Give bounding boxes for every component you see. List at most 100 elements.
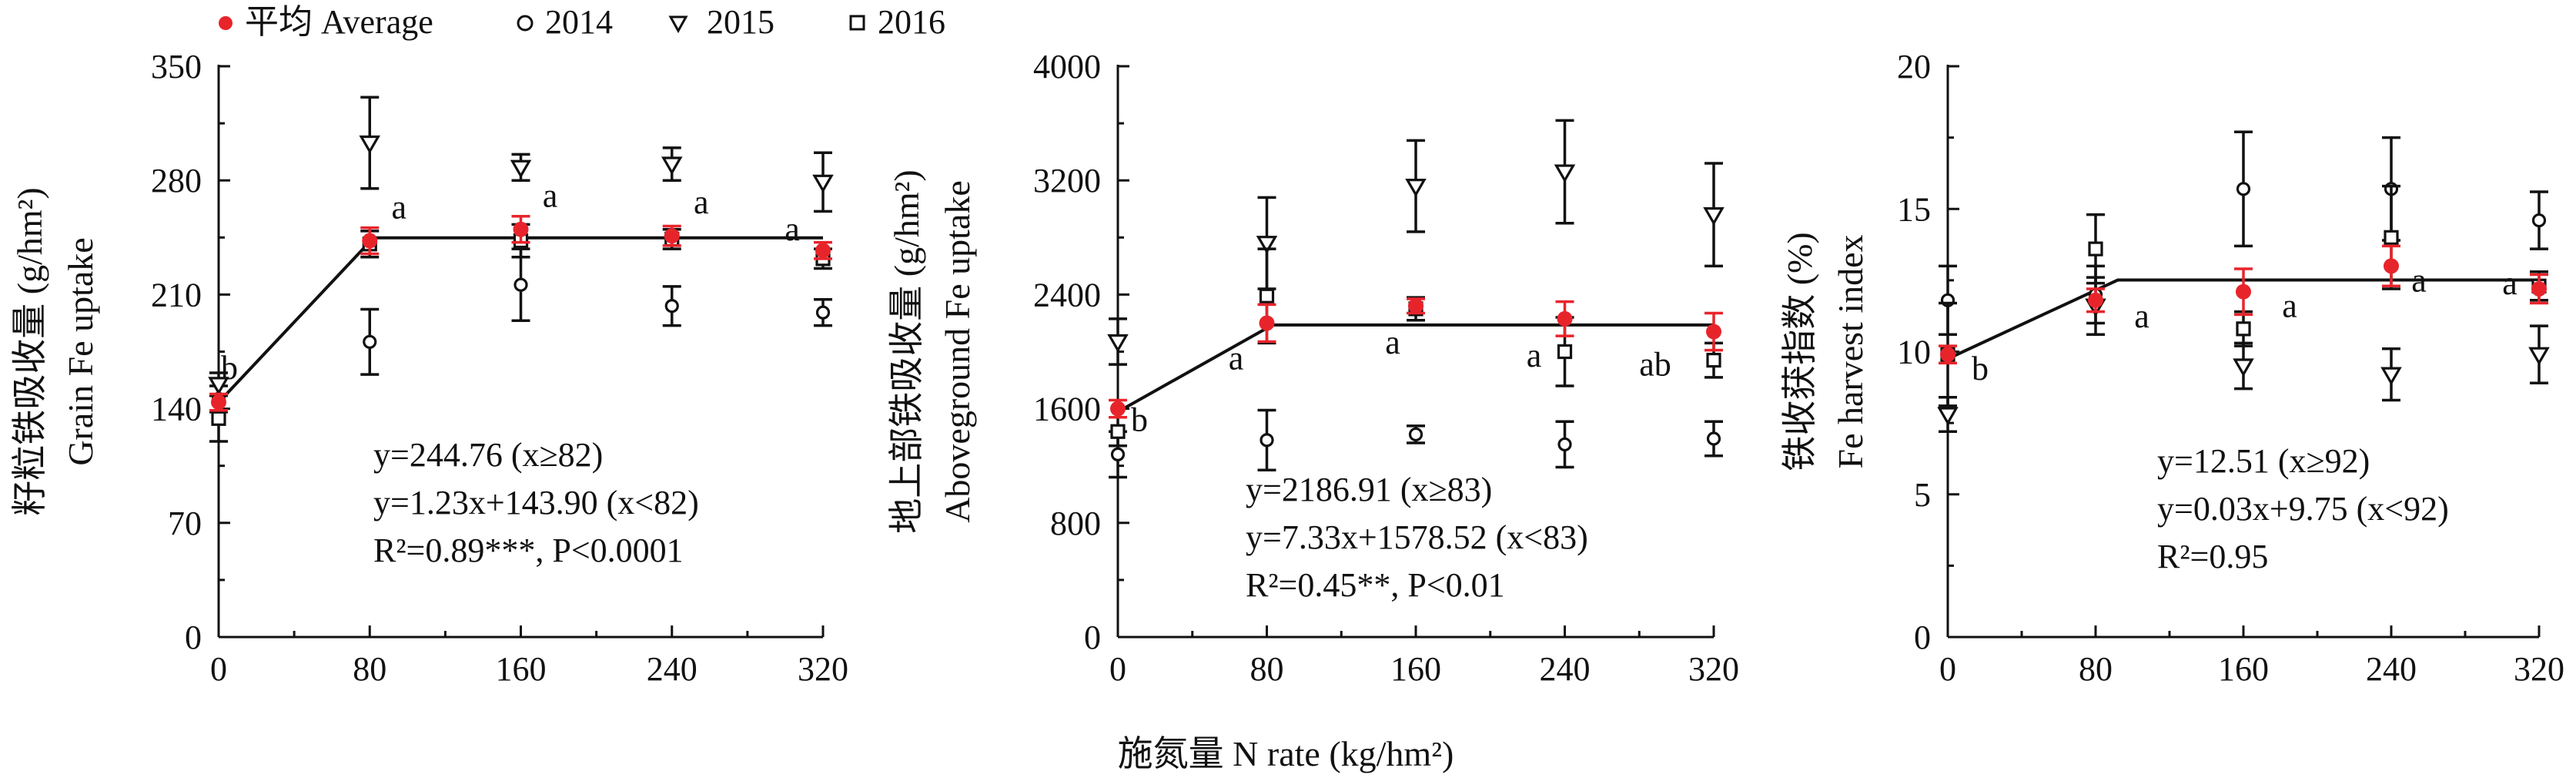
chart-panel-aboveground: 0 800 1600 2400 3200 4000 0 80 160 240 320 b a a a ab y=… [887, 48, 1739, 688]
significance-letter: a [785, 210, 800, 248]
data-point-average [1110, 401, 1126, 417]
data-point-2015 [2380, 367, 2402, 386]
x-tick-label: 320 [798, 650, 848, 688]
series-2014 [1109, 408, 1723, 479]
data-point-average [1557, 310, 1573, 327]
significance-letter: a [1527, 337, 1542, 374]
data-point-2014 [1706, 431, 1721, 446]
data-point-2015 [1937, 407, 1959, 426]
data-point-2014 [1260, 433, 1274, 448]
x-tick-label: 80 [1250, 650, 1284, 688]
data-point-2014 [815, 305, 831, 320]
data-point-average [815, 243, 831, 259]
fit-equation: R²=0.89***, P<0.0001 [373, 532, 684, 569]
series-2016 [1109, 247, 1723, 448]
series-average [1109, 297, 1723, 419]
fit-equation: y=1.23x+143.90 (x<82) [373, 484, 699, 521]
y-tick-label: 140 [151, 391, 202, 428]
data-point-average [2531, 280, 2547, 297]
significance-letter: a [543, 177, 558, 215]
significance-letter: a [694, 183, 709, 221]
data-point-average [1706, 324, 1721, 340]
data-point-2014 [514, 277, 528, 292]
x-tick-label: 0 [1939, 650, 1956, 688]
data-point-2014 [1110, 447, 1126, 461]
fit-equation: y=12.51 (x≥92) [2157, 442, 2370, 480]
fit-equation: y=244.76 (x≥82) [373, 436, 603, 474]
series-2014 [209, 247, 832, 414]
y-tick-label: 210 [151, 276, 202, 314]
x-tick-label: 160 [1390, 650, 1441, 688]
significance-letter: a [1385, 324, 1400, 361]
data-point-average [1259, 315, 1275, 331]
y-axis-label-cn: 籽粒铁吸收量 (g/hm²) [10, 187, 49, 516]
x-tick-label: 240 [2366, 650, 2417, 688]
x-tick-label: 0 [210, 650, 227, 688]
data-point-2014 [2236, 182, 2251, 196]
legend-marker-2014 [517, 15, 534, 32]
data-point-average [513, 221, 529, 237]
data-point-2015 [2528, 347, 2550, 366]
significance-letter: a [391, 189, 406, 226]
legend-marker-2016 [849, 15, 865, 31]
data-point-2015 [359, 135, 381, 154]
y-tick-label: 15 [1897, 190, 1931, 228]
fit-equation: y=0.03x+9.75 (x<92) [2157, 490, 2449, 528]
fit-equation: y=2186.91 (x≥83) [1246, 471, 1492, 508]
data-point-2014 [664, 299, 679, 314]
legend-label-average: 平均 Average [245, 3, 433, 41]
data-point-2015 [510, 159, 532, 179]
fit-equation: R²=0.45**, P<0.01 [1246, 566, 1505, 604]
x-tick-label: 320 [1688, 650, 1739, 688]
data-point-average [2384, 258, 2399, 274]
data-point-2016 [1110, 424, 1126, 439]
y-tick-label: 10 [1897, 334, 1931, 371]
fit-equation: R²=0.95 [2157, 538, 2268, 575]
x-tick-label: 160 [2218, 650, 2269, 688]
fit-line [1117, 323, 1714, 414]
legend-label-2016: 2016 [878, 3, 945, 41]
data-point-average [2088, 292, 2103, 308]
significance-letter: a [2282, 287, 2297, 325]
y-tick-label: 0 [1084, 619, 1101, 656]
y-axis-label-cn: 地上部铁吸收量 (g/hm²) [887, 169, 926, 534]
data-point-2015 [208, 377, 229, 396]
y-tick-label: 70 [168, 505, 202, 542]
data-point-2014 [363, 334, 377, 349]
y-axis-label-en: Aboveground Fe uptake [938, 180, 977, 523]
data-point-2016 [1706, 353, 1721, 368]
data-point-2015 [1107, 334, 1129, 353]
y-tick-label: 0 [185, 619, 202, 656]
legend-marker-average [219, 16, 233, 30]
significance-letter: b [1972, 350, 1989, 387]
data-point-2015 [1554, 164, 1576, 183]
data-point-2015 [1703, 207, 1725, 226]
y-tick-label: 3200 [1033, 162, 1101, 200]
y-tick-label: 1600 [1033, 391, 1101, 428]
fit-line [1947, 278, 2539, 360]
y-tick-label: 350 [151, 48, 202, 86]
legend-marker-2015 [668, 15, 688, 34]
x-tick-label: 80 [2079, 650, 2113, 688]
data-point-average [1408, 298, 1423, 314]
y-tick-label: 280 [151, 162, 202, 200]
y-tick-label: 2400 [1033, 276, 1101, 314]
legend-label-2014: 2014 [545, 3, 613, 41]
significance-letter: a [2411, 261, 2427, 299]
data-point-average [362, 233, 378, 249]
y-tick-label: 4000 [1033, 48, 1101, 86]
data-point-2014 [1557, 437, 1572, 452]
chart-panel-grain: 0 70 140 210 280 350 0 80 160 240 320 b a a a a y=244.76… [10, 48, 848, 688]
significance-letter: b [1131, 401, 1148, 439]
series-average [209, 215, 832, 412]
data-point-2014 [2531, 213, 2547, 228]
y-axis-label-cn: 铁收获指数 (%) [1780, 232, 1819, 471]
data-point-average [664, 228, 680, 244]
y-axis-label-en: Fe harvest index [1831, 234, 1870, 468]
x-tick-label: 240 [1540, 650, 1591, 688]
significance-letter: ab [1639, 346, 1671, 384]
series-2015 [1937, 276, 2550, 433]
x-tick-label: 320 [2514, 650, 2564, 688]
y-tick-label: 20 [1897, 48, 1931, 86]
y-axis-label-en: Grain Fe uptake [61, 237, 100, 465]
